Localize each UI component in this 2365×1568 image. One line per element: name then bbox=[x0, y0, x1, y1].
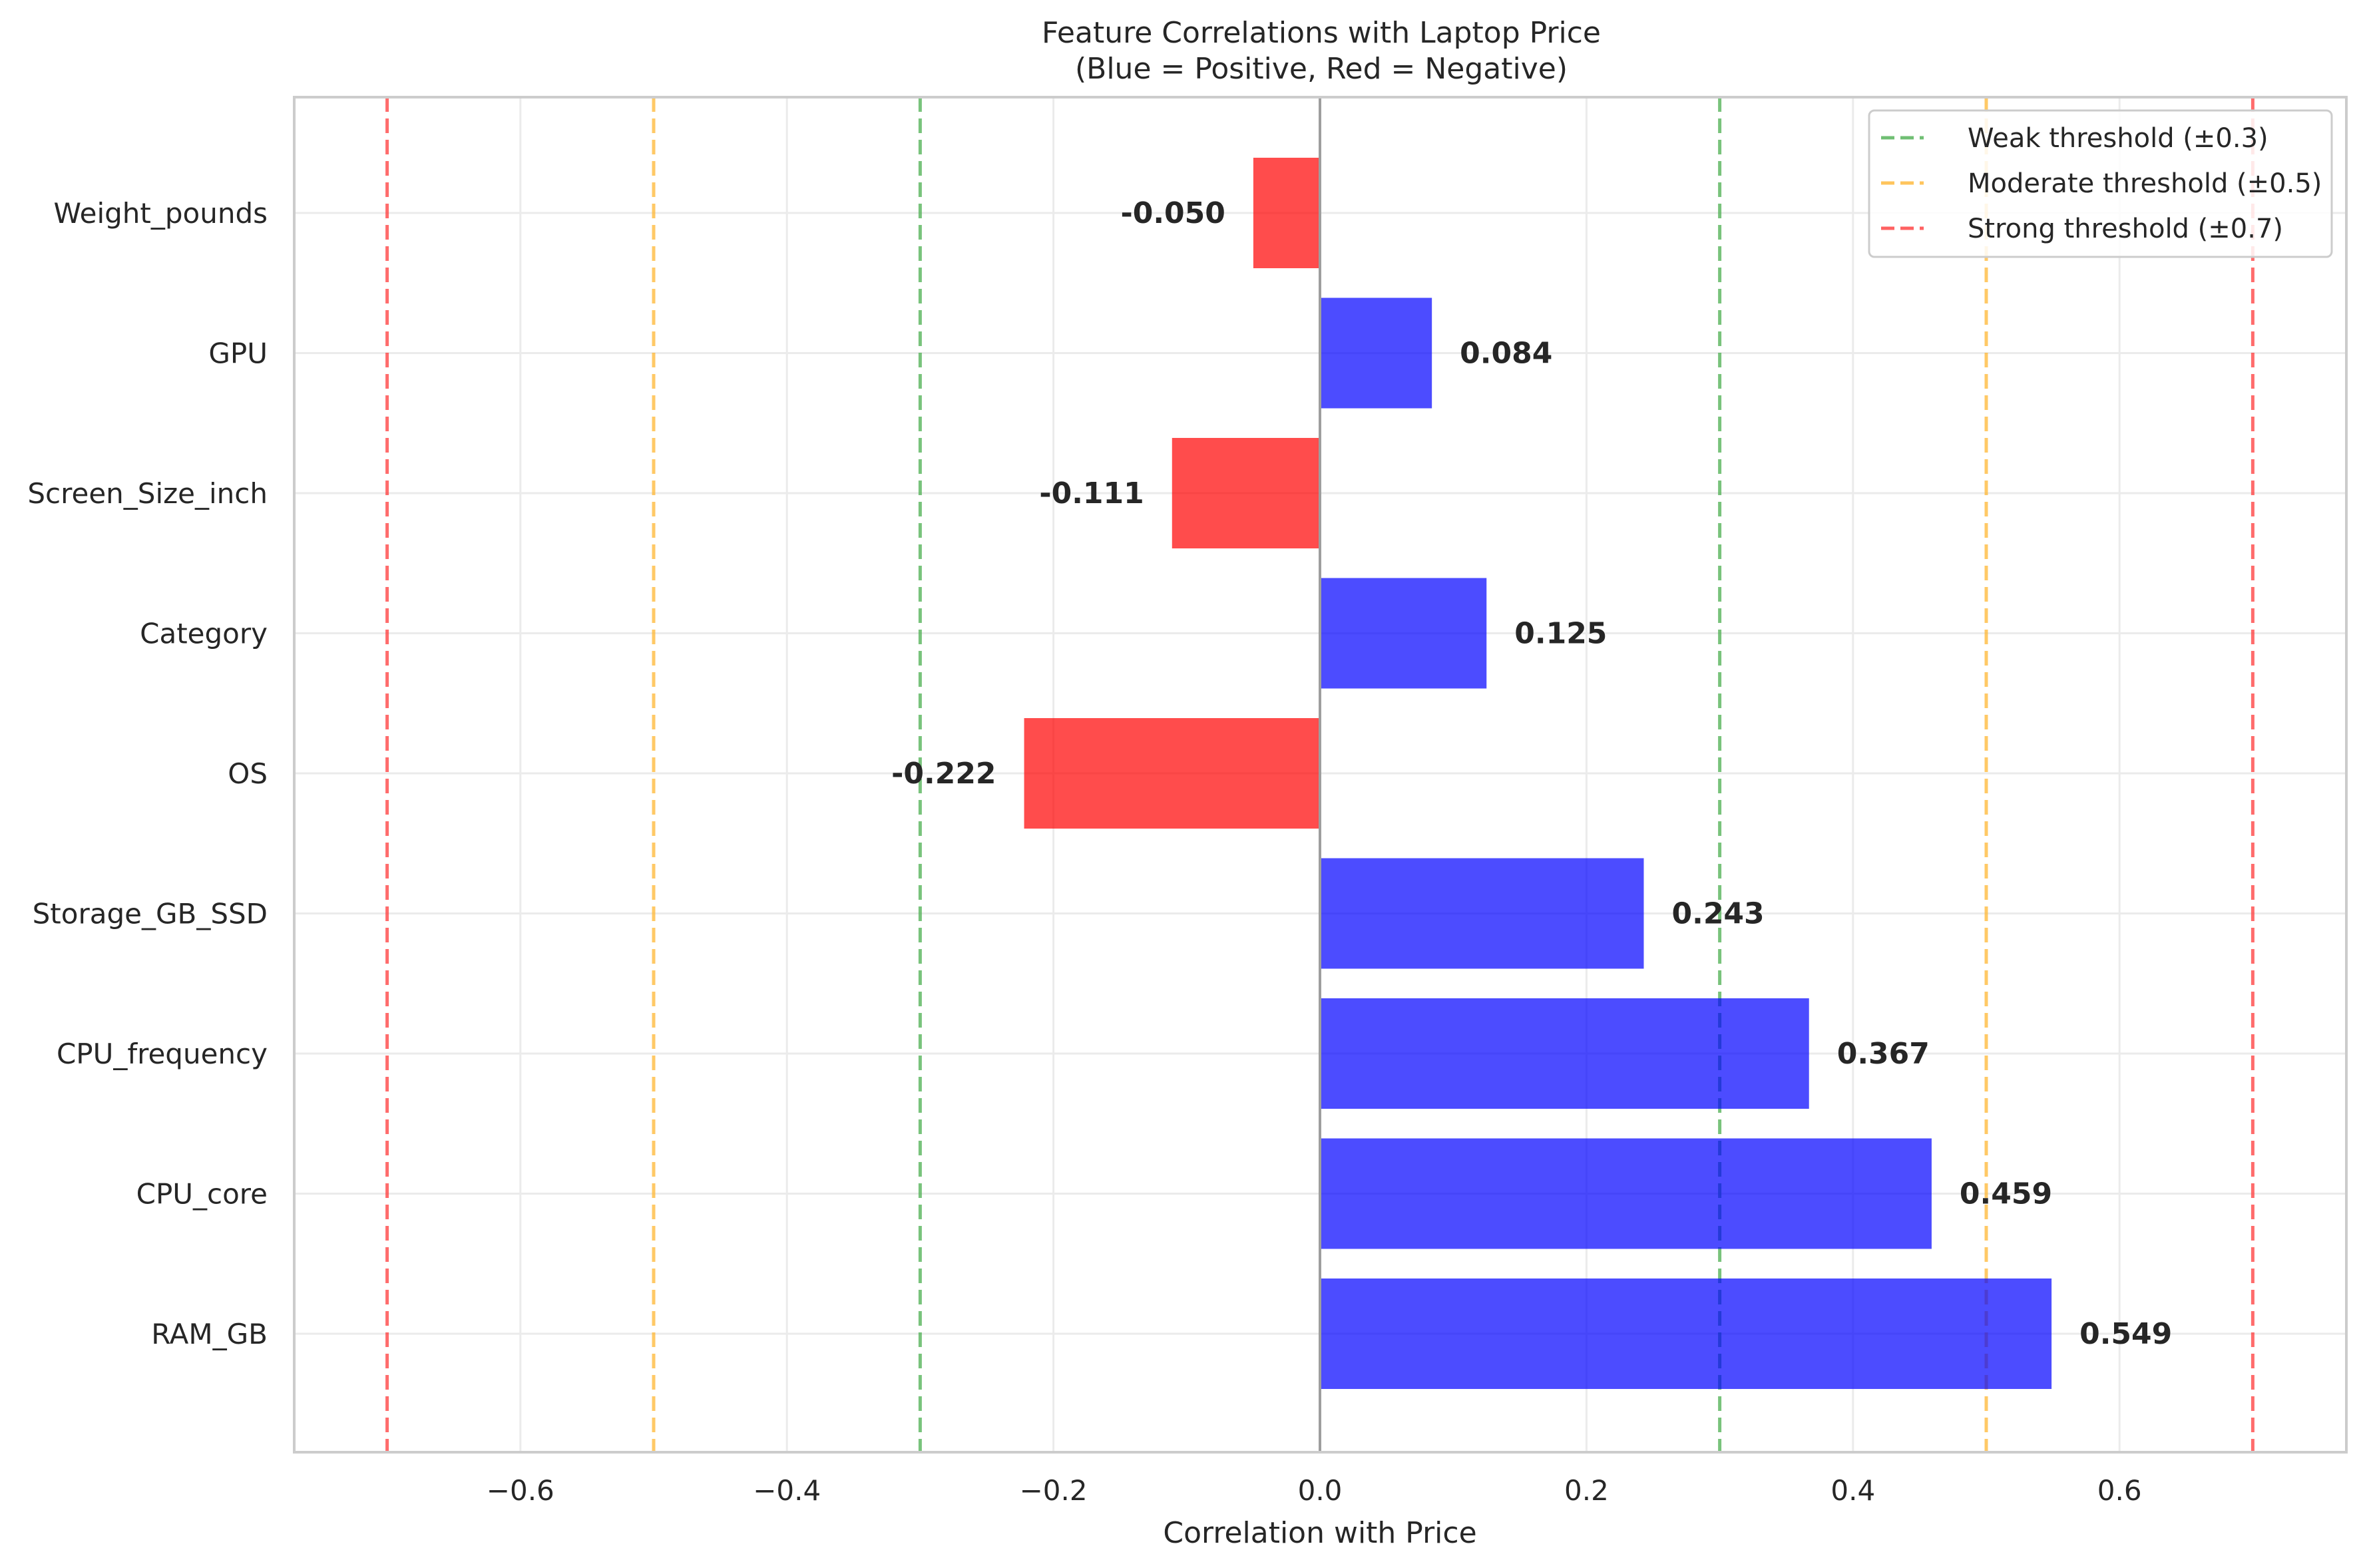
x-tick-label: −0.6 bbox=[487, 1474, 554, 1507]
value-labels: -0.050 0.084 -0.111 0.125 -0.222 0.243 0.367 0.… bbox=[891, 196, 2172, 1351]
legend-box bbox=[1868, 109, 2333, 258]
legend-label: Strong threshold (±0.7) bbox=[1968, 214, 2283, 244]
y-tick-label: RAM_GB bbox=[151, 1318, 268, 1350]
value-label: -0.111 bbox=[1039, 477, 1144, 510]
x-tick-label: 0.4 bbox=[1830, 1474, 1875, 1507]
bar bbox=[1172, 438, 1320, 548]
bar bbox=[1320, 578, 1487, 689]
y-tick-label: GPU bbox=[208, 337, 268, 370]
x-tick-label: −0.2 bbox=[1020, 1474, 1088, 1507]
bar bbox=[1320, 858, 1644, 969]
bar bbox=[1320, 998, 1809, 1109]
threshold-lines bbox=[385, 97, 2255, 1452]
value-label: 0.549 bbox=[2079, 1317, 2172, 1351]
chart-title: Feature Correlations with Laptop Price bbox=[1042, 16, 1601, 50]
y-tick-label: Storage_GB_SSD bbox=[33, 898, 268, 930]
legend-label: Weak threshold (±0.3) bbox=[1968, 123, 2268, 154]
bars bbox=[1024, 158, 2052, 1389]
plot-frame bbox=[293, 96, 2348, 1454]
legend: Weak threshold (±0.3) Moderate threshold … bbox=[1868, 109, 2333, 258]
bar bbox=[1253, 158, 1320, 268]
y-tick-label: CPU_frequency bbox=[57, 1038, 268, 1070]
x-tick-labels: −0.6 −0.4 −0.2 0.0 0.2 0.4 0.6 bbox=[487, 1474, 2142, 1507]
y-tick-label: Screen_Size_inch bbox=[27, 477, 268, 510]
value-label: -0.222 bbox=[891, 757, 996, 791]
bar bbox=[1320, 1278, 2052, 1389]
bar bbox=[1024, 718, 1320, 829]
value-label: 0.459 bbox=[1960, 1177, 2052, 1211]
value-label: 0.084 bbox=[1460, 337, 1552, 371]
value-label: 0.243 bbox=[1671, 897, 1764, 931]
x-tick-label: 0.6 bbox=[2097, 1474, 2142, 1507]
x-tick-label: 0.0 bbox=[1298, 1474, 1343, 1507]
value-label: 0.125 bbox=[1514, 617, 1607, 651]
y-tick-label: OS bbox=[228, 757, 268, 790]
x-tick-label: 0.2 bbox=[1564, 1474, 1609, 1507]
y-tick-label: Category bbox=[140, 618, 268, 650]
value-label: -0.050 bbox=[1120, 196, 1225, 230]
value-label: 0.367 bbox=[1837, 1037, 1930, 1071]
y-tick-label: Weight_pounds bbox=[54, 197, 268, 230]
x-axis-label: Correlation with Price bbox=[1163, 1516, 1476, 1550]
chart-subtitle: (Blue = Positive, Red = Negative) bbox=[1075, 52, 1568, 86]
bar bbox=[1320, 1138, 1932, 1249]
x-tick-label: −0.4 bbox=[753, 1474, 821, 1507]
legend-label: Moderate threshold (±0.5) bbox=[1968, 168, 2322, 199]
y-tick-label: CPU_core bbox=[136, 1178, 268, 1211]
bar bbox=[1320, 297, 1432, 409]
y-tick-labels: Weight_pounds GPU Screen_Size_inch Category… bbox=[27, 197, 268, 1350]
